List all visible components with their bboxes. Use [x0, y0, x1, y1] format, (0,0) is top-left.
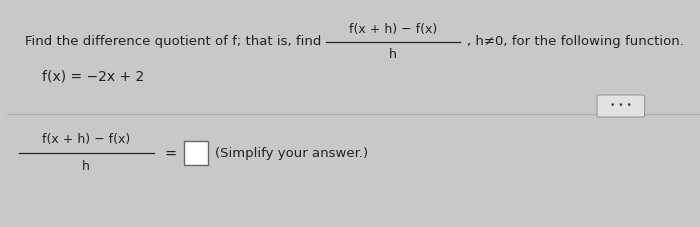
Text: • • •: • • •: [610, 101, 631, 111]
Text: h: h: [83, 160, 90, 173]
FancyBboxPatch shape: [184, 141, 208, 165]
Text: f(x + h) − f(x): f(x + h) − f(x): [42, 133, 130, 146]
FancyBboxPatch shape: [597, 95, 645, 117]
Text: f(x) = −2x + 2: f(x) = −2x + 2: [42, 70, 144, 84]
Text: h: h: [389, 49, 397, 62]
Text: f(x + h) − f(x): f(x + h) − f(x): [349, 22, 438, 35]
Text: Find the difference quotient of f; that is, find: Find the difference quotient of f; that …: [25, 35, 321, 49]
Text: , h≠0, for the following function.: , h≠0, for the following function.: [468, 35, 684, 49]
Text: =: =: [164, 146, 176, 160]
Text: (Simplify your answer.): (Simplify your answer.): [215, 146, 368, 160]
